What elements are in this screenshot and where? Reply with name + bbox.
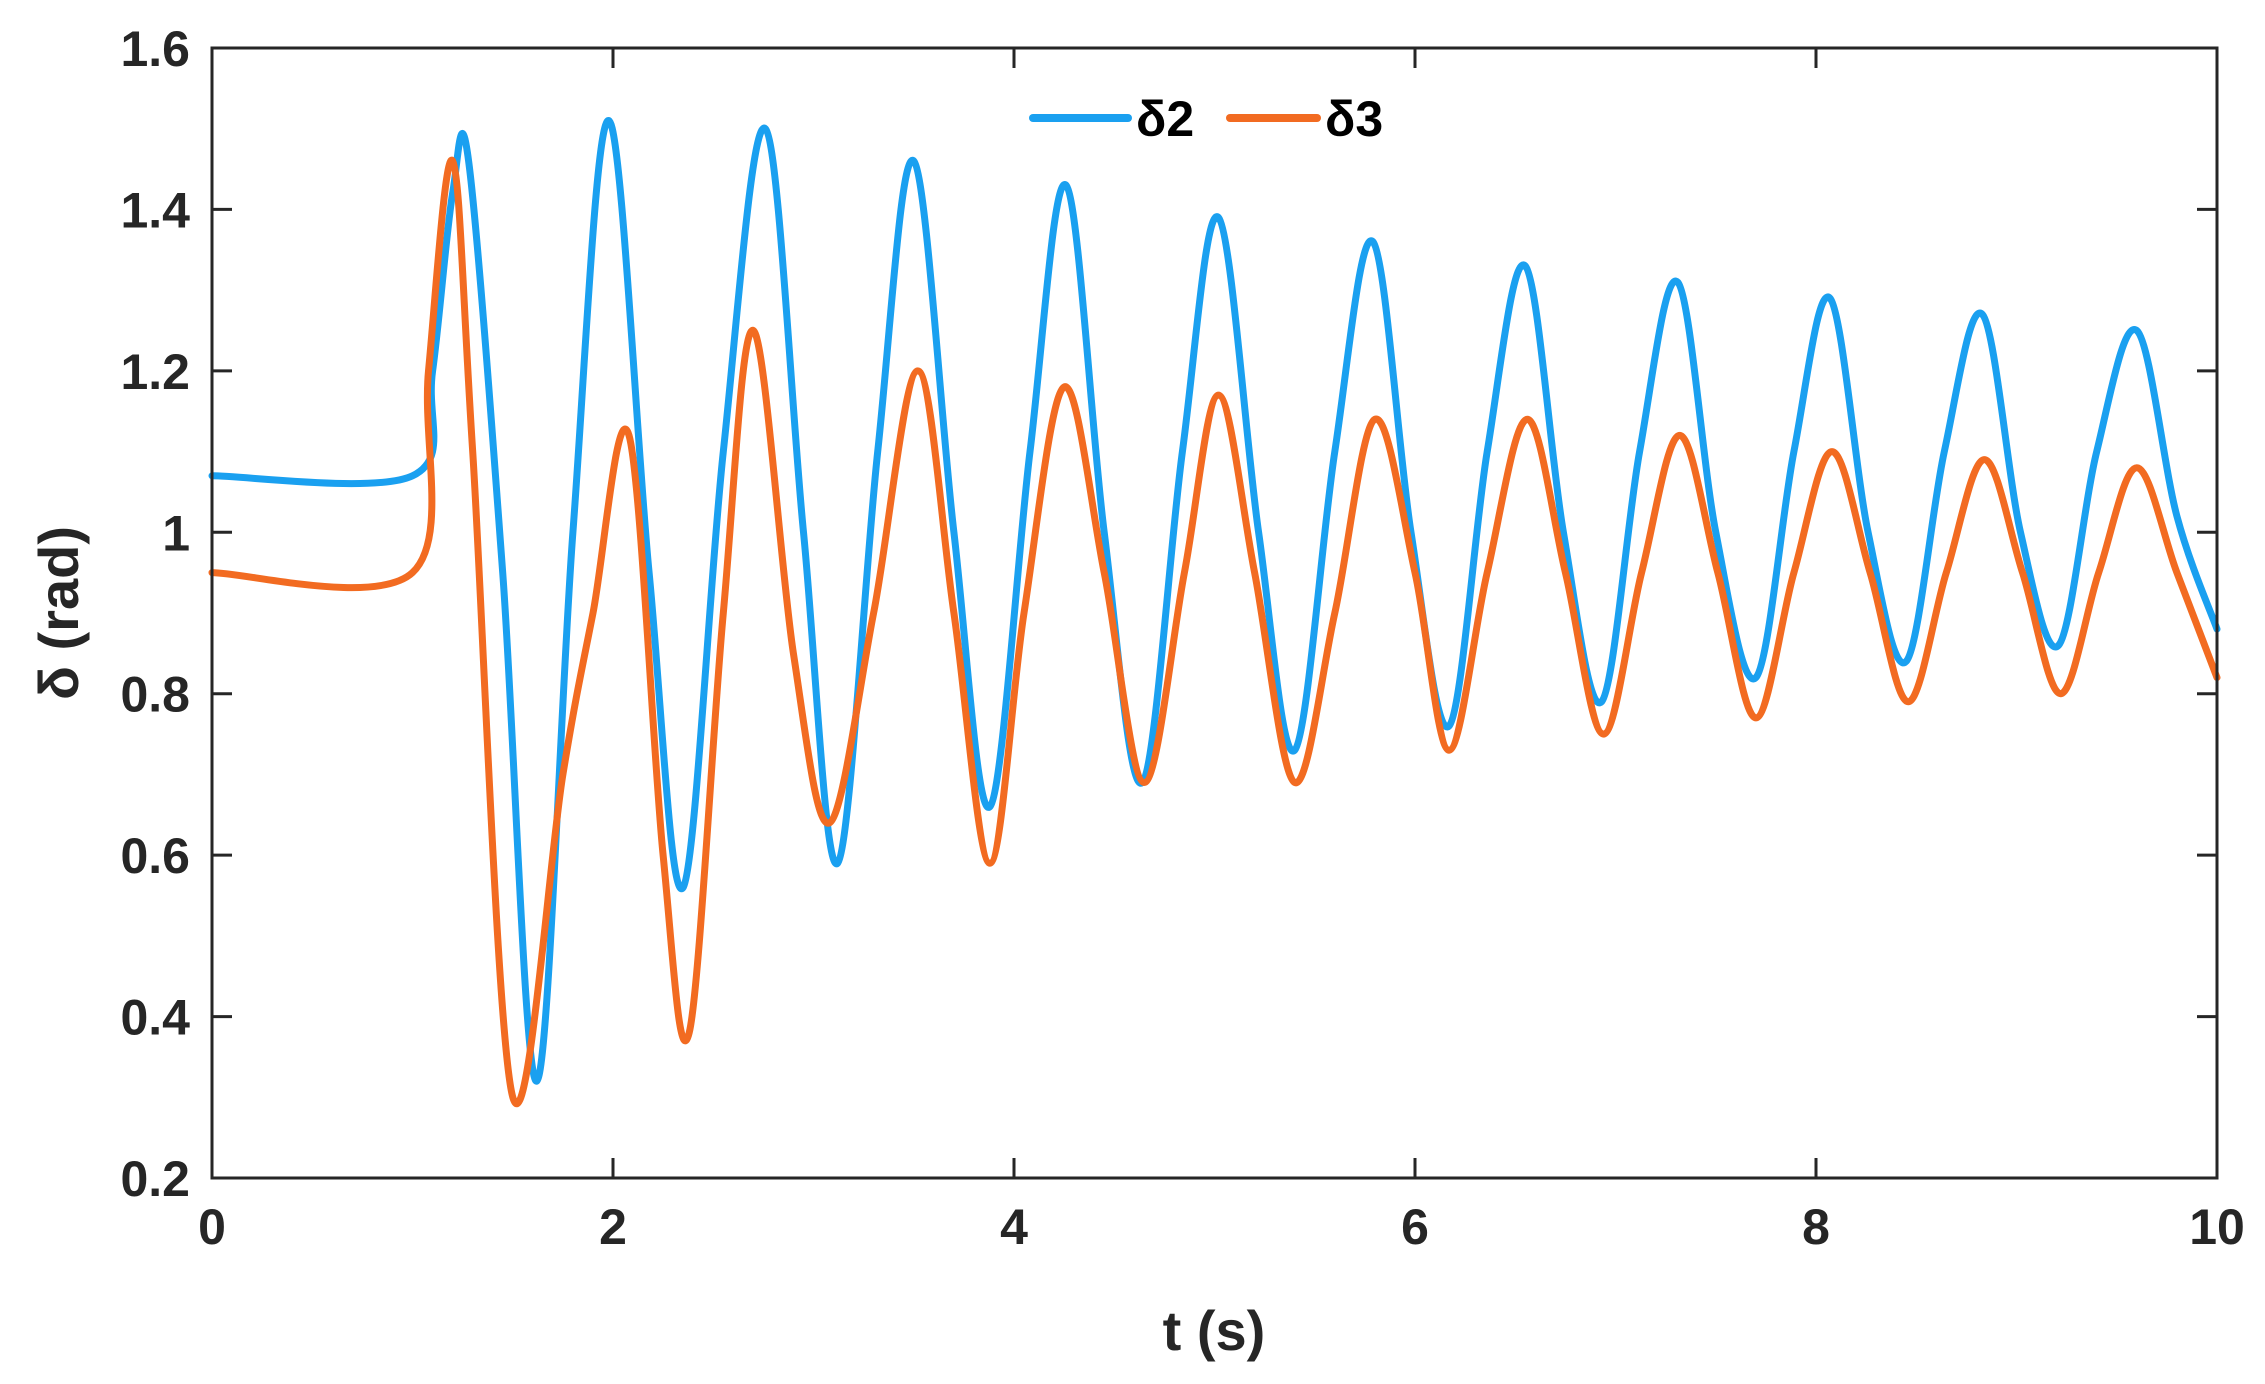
x-axis-label: t (s) (1163, 1299, 1266, 1362)
tick-labels: 0 2 4 6 8 10 0.2 0.4 0.6 0.8 1 1.2 1.4 1.6 (120, 21, 2244, 1255)
x-tick-label: 2 (599, 1199, 627, 1255)
legend-label-delta3: δ3 (1325, 91, 1383, 147)
y-tick-label: 0.8 (120, 667, 190, 723)
y-tick-label: 1.4 (120, 182, 190, 238)
series-lines (208, 117, 2221, 1108)
plot-frame (210, 46, 2219, 1180)
y-tick-label: 1.6 (120, 21, 190, 77)
legend-label-delta2: δ2 (1136, 91, 1194, 147)
legend: δ2 δ3 (1029, 91, 1383, 147)
y-tick-label: 1 (162, 505, 190, 561)
series-line-delta2 (208, 117, 2221, 1085)
x-tick-label: 8 (1802, 1199, 1830, 1255)
y-axis-label: δ (rad) (27, 526, 90, 700)
y-tick-label: 1.2 (120, 344, 190, 400)
x-tick-label: 4 (1000, 1199, 1028, 1255)
x-tick-label: 10 (2189, 1199, 2245, 1255)
y-tick-label: 0.6 (120, 828, 190, 884)
x-tick-label: 6 (1401, 1199, 1429, 1255)
y-tick-label: 0.2 (120, 1151, 190, 1207)
x-tick-label: 0 (198, 1199, 226, 1255)
series-line-delta3 (208, 156, 2221, 1108)
y-tick-label: 0.4 (120, 990, 190, 1046)
